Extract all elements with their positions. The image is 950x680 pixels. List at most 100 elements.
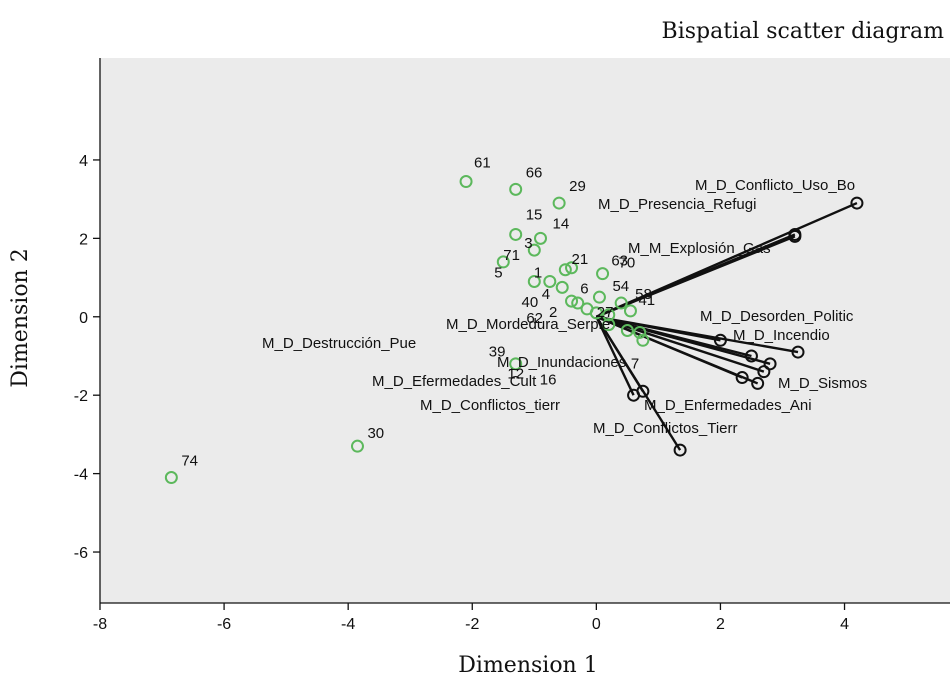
object-point bbox=[558, 263, 572, 277]
object-point bbox=[596, 267, 610, 281]
object-point bbox=[509, 227, 523, 241]
object-points bbox=[164, 175, 650, 485]
object-point bbox=[589, 306, 603, 320]
object-point bbox=[614, 296, 628, 310]
variable-point bbox=[757, 365, 771, 379]
object-point bbox=[592, 290, 606, 304]
object-point-label: 66 bbox=[526, 164, 543, 181]
object-point-label: 12 bbox=[507, 366, 524, 383]
variable-point bbox=[791, 345, 805, 359]
object-point-label: 63 bbox=[611, 253, 628, 270]
object-point-label: 1 bbox=[534, 264, 542, 281]
object-point bbox=[509, 357, 523, 371]
variable-vector bbox=[596, 315, 752, 358]
object-point-label: 16 bbox=[540, 371, 557, 388]
object-point-label: 62 bbox=[526, 310, 543, 327]
chart-title: Bispatial scatter diagram bbox=[662, 19, 945, 44]
variable-point bbox=[850, 196, 864, 210]
variable-point bbox=[763, 357, 777, 371]
object-point bbox=[527, 243, 541, 257]
variable-label: M_D_Presencia_Refugi bbox=[598, 196, 756, 213]
object-point-label: 58 bbox=[635, 286, 652, 303]
x-tick-label: -4 bbox=[341, 616, 355, 633]
object-point bbox=[509, 182, 523, 196]
object-point-label: 14 bbox=[553, 215, 570, 232]
y-tick-label: -2 bbox=[74, 388, 88, 405]
object-point bbox=[623, 304, 637, 318]
object-point-label: 29 bbox=[569, 178, 586, 195]
object-point bbox=[633, 325, 647, 339]
object-point bbox=[555, 280, 569, 294]
object-point bbox=[565, 261, 579, 275]
y-tick-label: 2 bbox=[79, 231, 88, 248]
object-point bbox=[602, 308, 616, 322]
variable-vector bbox=[595, 235, 796, 318]
variable-label: M_D_Efermedades_Cult bbox=[372, 373, 537, 390]
variable-label: M_D_Inundaciones bbox=[497, 354, 626, 371]
y-tick-label: 0 bbox=[79, 310, 88, 327]
x-tick-label: -8 bbox=[93, 616, 107, 633]
variable-vector bbox=[596, 315, 721, 342]
object-point bbox=[527, 274, 541, 288]
object-point-label: 7 bbox=[631, 355, 639, 372]
y-tick-label: -6 bbox=[74, 545, 88, 562]
object-point-label: 15 bbox=[526, 206, 543, 223]
variable-label: M_D_Conflicto_Uso_Bo bbox=[695, 177, 855, 194]
variable-point bbox=[751, 376, 765, 390]
variable-label: M_D_Destrucción_Pue bbox=[262, 335, 416, 352]
object-point-label: 3 bbox=[524, 235, 532, 252]
variable-label: M_D_Mordedura_Serpie bbox=[446, 316, 610, 333]
object-point-label: 2 bbox=[549, 304, 557, 321]
object-point-label: 70 bbox=[619, 255, 636, 272]
y-tick-label: -4 bbox=[74, 467, 88, 484]
variable-point bbox=[627, 388, 641, 402]
x-tick-label: 2 bbox=[716, 616, 725, 633]
object-point-label: 6 bbox=[580, 280, 588, 297]
variable-point bbox=[788, 229, 802, 243]
object-point-label: 30 bbox=[367, 425, 384, 442]
object-point bbox=[534, 231, 548, 245]
x-tick-label: -6 bbox=[217, 616, 231, 633]
object-point bbox=[496, 255, 510, 269]
object-point bbox=[552, 196, 566, 210]
object-point-label: 27 bbox=[597, 304, 614, 321]
object-point-label: 39 bbox=[489, 344, 506, 361]
variable-point bbox=[735, 371, 749, 385]
object-point bbox=[350, 439, 364, 453]
object-point-label: 54 bbox=[612, 278, 629, 295]
variable-label: M_M_Explosión_Gas bbox=[628, 240, 771, 257]
object-point-label: 71 bbox=[503, 247, 520, 264]
object-point bbox=[636, 333, 650, 347]
variable-vector bbox=[595, 316, 635, 396]
variable-label: M_D_Desorden_Politic bbox=[700, 308, 854, 325]
object-point-label: 21 bbox=[572, 251, 589, 268]
object-point bbox=[565, 294, 579, 308]
variable-label: M_D_Sismos bbox=[778, 375, 867, 392]
object-point bbox=[543, 274, 557, 288]
variable-label: M_D_Conflictos_tierr bbox=[420, 397, 560, 414]
variable-point bbox=[713, 333, 727, 347]
variable-markers bbox=[627, 196, 864, 457]
y-axis-title: Dimension 2 bbox=[8, 248, 33, 387]
object-point-label: 4 bbox=[542, 286, 550, 303]
x-tick-label: -2 bbox=[465, 616, 479, 633]
object-point bbox=[620, 324, 634, 337]
plot-background bbox=[100, 58, 950, 603]
object-point-label: 61 bbox=[474, 155, 491, 172]
object-point bbox=[164, 471, 178, 485]
variable-point bbox=[744, 349, 758, 363]
variable-point bbox=[673, 443, 687, 457]
object-point bbox=[459, 175, 473, 189]
variable-label: M_D_Conflictos_Tierr bbox=[593, 420, 738, 437]
variable-vector bbox=[595, 316, 682, 451]
object-point-label: 5 bbox=[494, 264, 502, 281]
x-axis-title: Dimension 1 bbox=[458, 653, 597, 678]
object-point-label: 40 bbox=[522, 294, 539, 311]
variable-label: M_D_Incendio bbox=[733, 327, 830, 344]
object-point-label: 41 bbox=[638, 292, 655, 309]
object-point bbox=[571, 296, 585, 310]
x-tick-label: 4 bbox=[840, 616, 849, 633]
